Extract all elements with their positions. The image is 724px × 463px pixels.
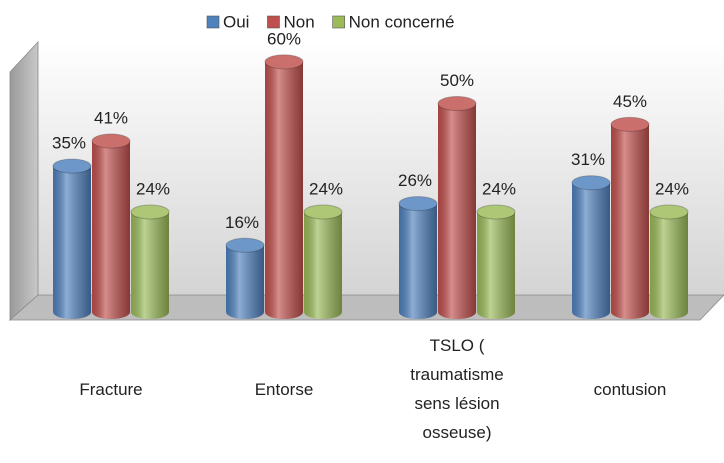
bar-top-highlight	[53, 159, 91, 174]
value-label: 45%	[613, 92, 647, 111]
bar	[225, 237, 265, 319]
bar-top	[437, 96, 477, 112]
value-label: 60%	[267, 29, 301, 48]
side-wall	[9, 40, 39, 321]
bar-top	[225, 237, 265, 253]
back-wall	[38, 42, 724, 295]
value-label: 16%	[225, 213, 259, 232]
bar-top-highlight	[572, 175, 610, 190]
bar-top-highlight	[92, 134, 130, 149]
bar	[303, 204, 343, 319]
bar-top	[649, 204, 689, 220]
bar-top-highlight	[611, 117, 649, 132]
bar-top	[91, 133, 131, 149]
bar-top	[264, 54, 304, 70]
value-label: 35%	[52, 134, 86, 153]
bar-top	[130, 204, 170, 220]
bar	[476, 204, 516, 319]
bar-top-highlight	[265, 54, 303, 69]
bar-top	[52, 158, 92, 174]
value-label: 26%	[398, 171, 432, 190]
bar	[52, 158, 92, 319]
bar-shade	[572, 182, 610, 319]
bar	[264, 54, 304, 319]
bar-top-highlight	[477, 204, 515, 219]
bar-shade	[650, 211, 688, 319]
bar-top-highlight	[131, 204, 169, 219]
legend-label: Non	[283, 12, 314, 31]
floor	[8, 294, 724, 321]
value-label: 41%	[94, 109, 128, 128]
value-label: 31%	[571, 150, 605, 169]
x-tick-label: contusion	[593, 379, 667, 399]
bar-top	[610, 116, 650, 132]
bar	[649, 204, 689, 319]
bar-shade	[226, 245, 264, 319]
bar	[91, 133, 131, 319]
bar-shade	[53, 166, 91, 319]
x-tick-label: Fracture	[79, 379, 143, 399]
legend-swatch	[267, 15, 280, 29]
bar-shade	[265, 61, 303, 319]
bar-top-highlight	[399, 196, 437, 211]
x-tick-label: Entorse	[254, 379, 314, 399]
bar-top-highlight	[650, 204, 688, 219]
bar	[130, 204, 170, 319]
value-label: 24%	[136, 179, 170, 198]
bar-top-highlight	[438, 96, 476, 111]
bar-top	[571, 175, 611, 191]
bar-top	[303, 204, 343, 220]
bar-shade	[131, 211, 169, 319]
value-label: 24%	[655, 179, 689, 198]
value-label: 50%	[440, 71, 474, 90]
bar-shade	[304, 211, 342, 319]
legend-swatch	[332, 15, 345, 29]
bar-top-highlight	[226, 238, 264, 253]
bar	[571, 175, 611, 319]
bar	[398, 196, 438, 319]
bar-top	[398, 196, 438, 212]
value-label: 24%	[309, 179, 343, 198]
legend-label: Non concerné	[349, 12, 455, 31]
bar-top	[476, 204, 516, 220]
bar	[437, 96, 477, 320]
legend-swatch	[206, 15, 220, 29]
legend: Oui Non Non concerné	[206, 12, 455, 31]
bar	[610, 116, 650, 319]
value-label: 24%	[482, 179, 516, 198]
bar-shade	[477, 211, 515, 319]
bar-top-highlight	[304, 204, 342, 219]
bar-shade	[399, 203, 437, 319]
bar-shade	[438, 103, 476, 320]
x-tick-label: TSLO ( traumatisme sens lésion osseuse)	[410, 336, 504, 442]
bar-shade	[611, 124, 649, 319]
plot: 35% 41% 24% 16% 60% 24% 26% 50% 24% 31% 45% 24%	[52, 29, 689, 320]
bar-shade	[92, 141, 130, 319]
legend-label: Oui	[223, 12, 249, 31]
